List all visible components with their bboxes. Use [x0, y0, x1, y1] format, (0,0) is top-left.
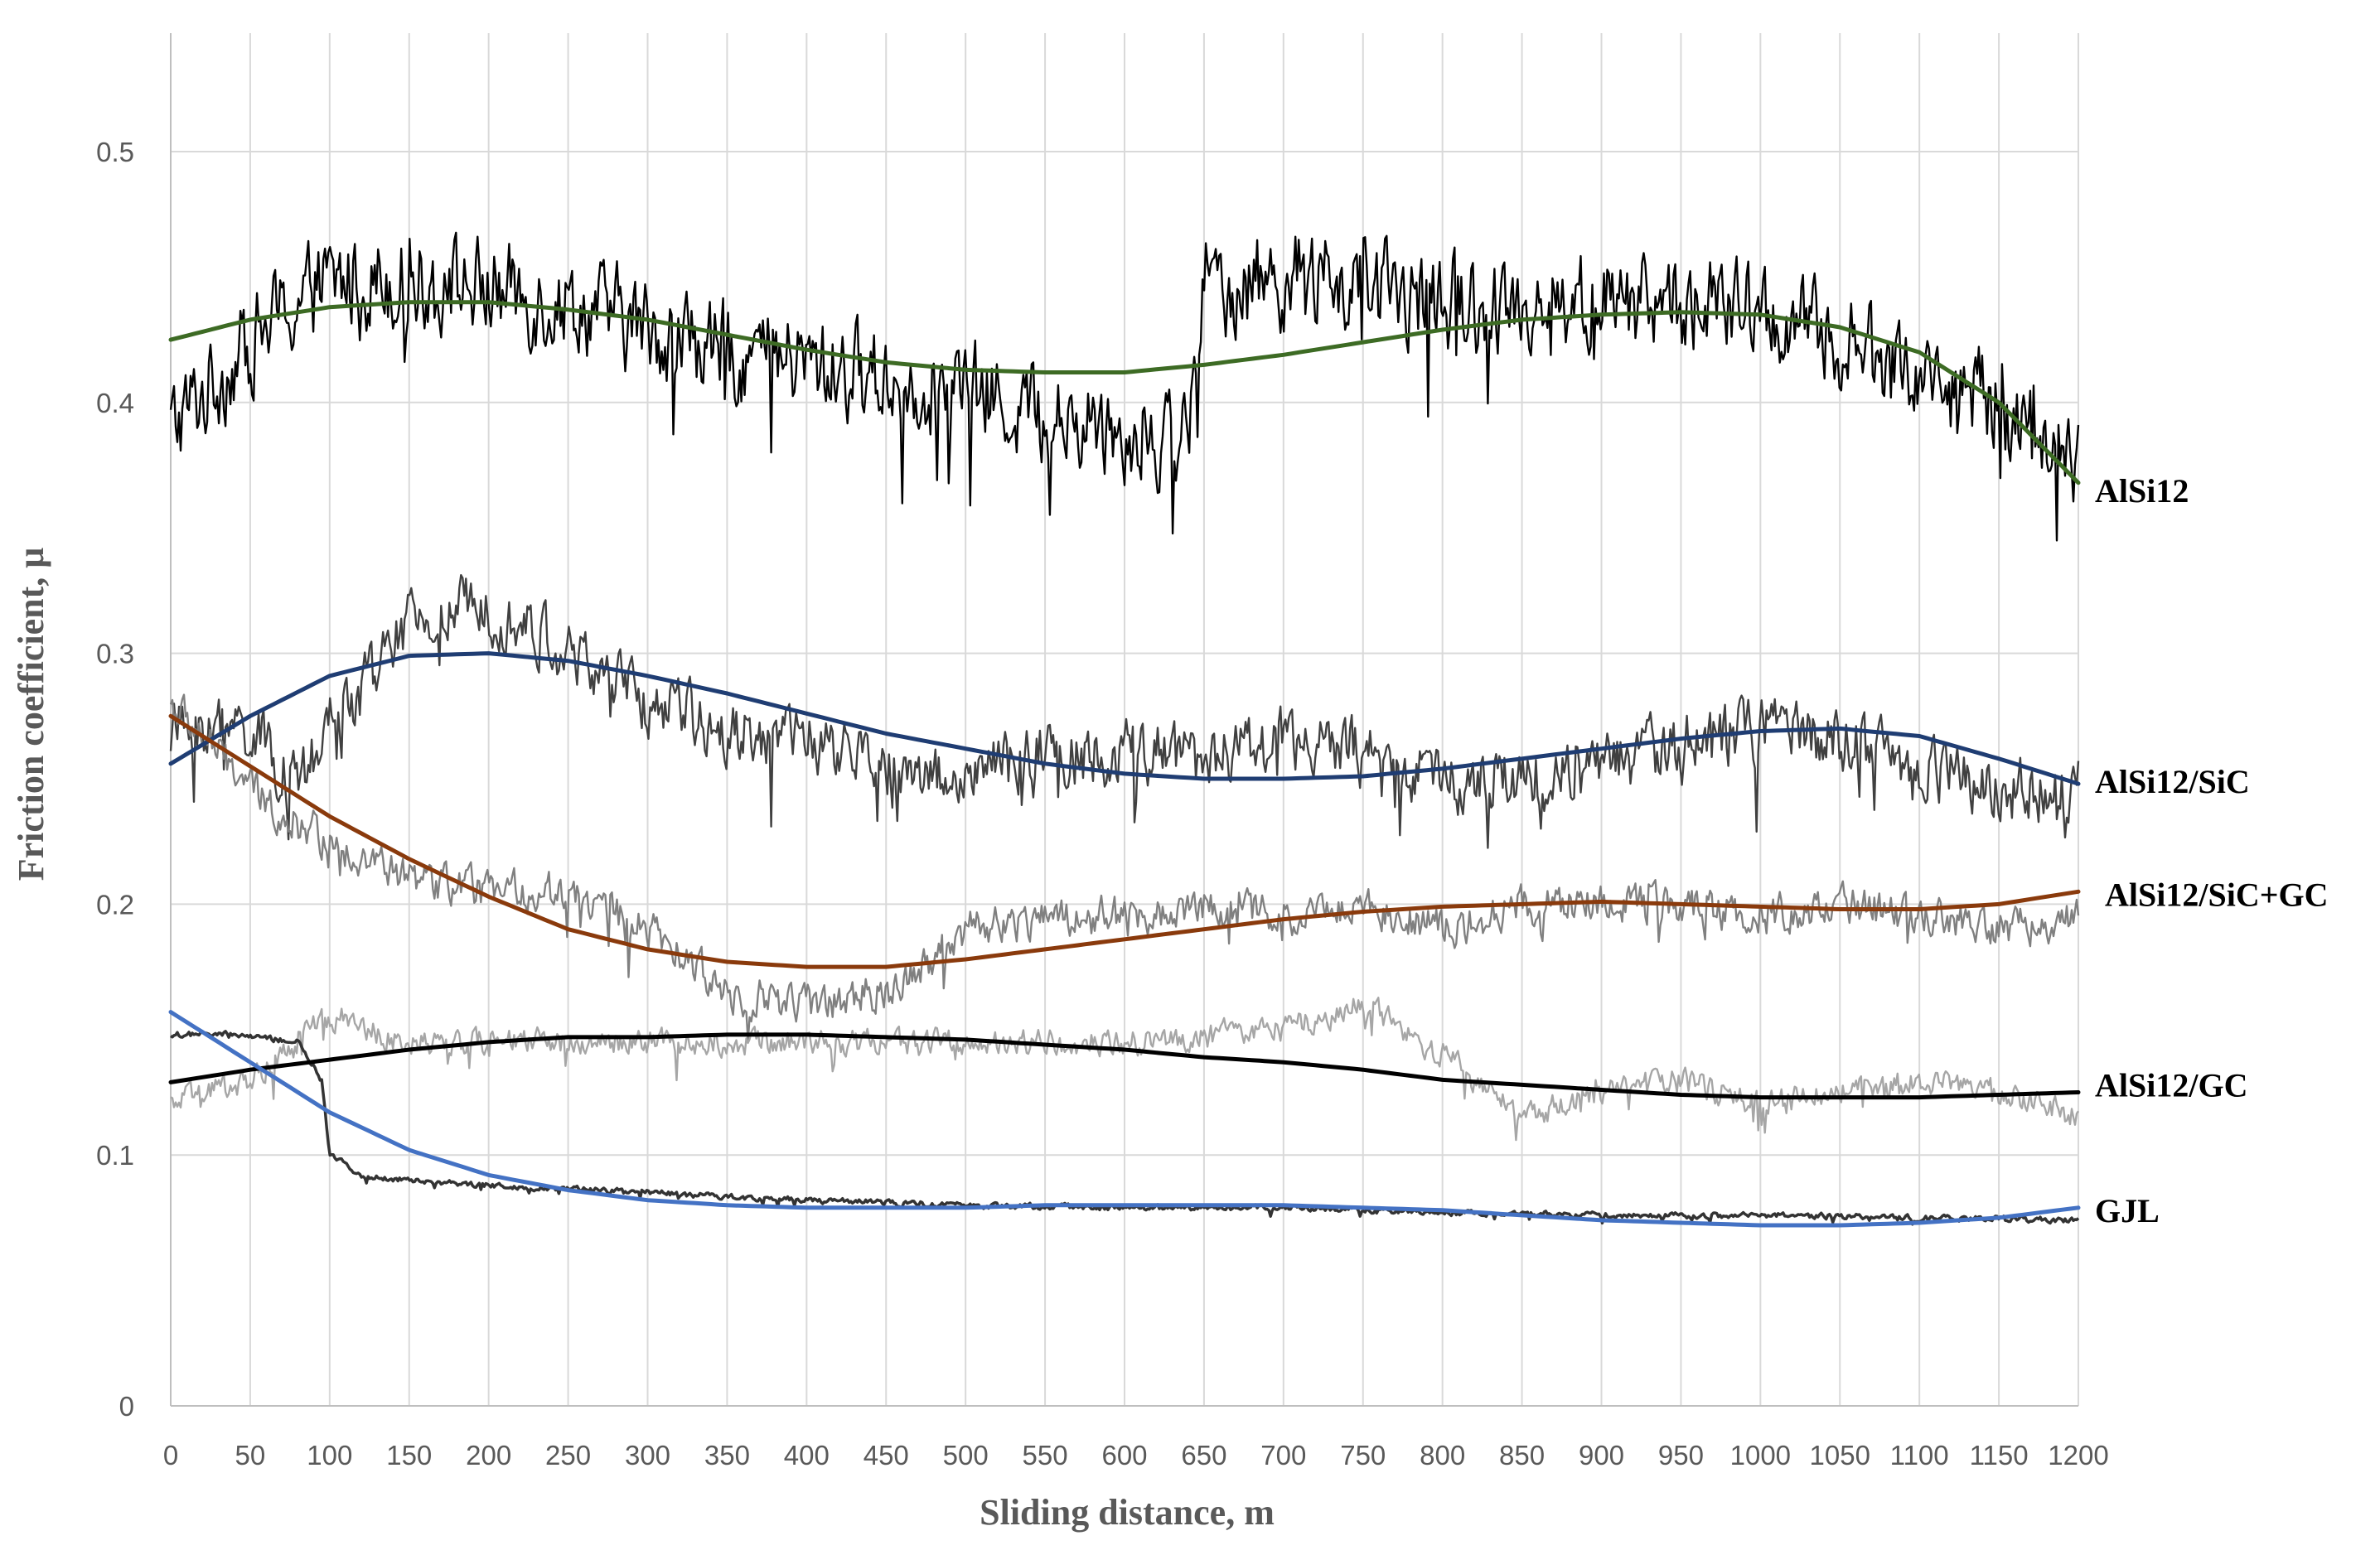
trend-line-alsi12	[168, 300, 2081, 485]
series-label-alsi12-gc: AlSi12/GC	[2095, 1066, 2247, 1103]
y-axis-title: Friction coefficient, μ	[11, 548, 51, 881]
raw-line-alsi12-sic	[169, 574, 2080, 849]
x-tick-label: 550	[1023, 1440, 1068, 1470]
x-tick-label: 600	[1101, 1440, 1147, 1470]
series-labels: AlSi12 AlSi12/SiC AlSi12/SiC+GC AlSi12/GC GJ…	[2095, 472, 2329, 1229]
trend-line-alsi12-gc	[168, 1032, 2081, 1100]
y-tick-label: 0.4	[96, 388, 134, 418]
x-tick-label: 1000	[1730, 1440, 1791, 1470]
tick-labels: 0 50 100 150 200 250 300 350 400 450 500 550 600 650 7…	[96, 137, 2109, 1470]
x-tick-label: 300	[625, 1440, 670, 1470]
trend-line-alsi12-sic	[168, 651, 2081, 786]
y-tick-label: 0.5	[96, 137, 134, 167]
raw-line-alsi12-gc	[170, 997, 2079, 1142]
x-tick-label: 650	[1181, 1440, 1226, 1470]
trend-line-alsi12-sic-gc	[168, 713, 2081, 969]
y-tick-label: 0.2	[96, 889, 134, 920]
x-tick-label: 150	[386, 1440, 432, 1470]
trend-line-gjl	[168, 1010, 2081, 1228]
x-tick-label: 0	[163, 1440, 178, 1470]
series-label-alsi12: AlSi12	[2095, 472, 2189, 509]
x-tick-label: 700	[1260, 1440, 1306, 1470]
trend-series-layer	[168, 300, 2081, 1228]
x-tick-label: 800	[1420, 1440, 1465, 1470]
x-tick-label: 450	[863, 1440, 909, 1470]
y-tick-label: 0.3	[96, 639, 134, 669]
y-tick-label: 0	[119, 1391, 134, 1422]
x-tick-label: 500	[943, 1440, 989, 1470]
x-tick-label: 50	[235, 1440, 266, 1470]
x-tick-label: 850	[1499, 1440, 1545, 1470]
series-label-gjl: GJL	[2095, 1192, 2160, 1229]
x-tick-label: 1150	[1970, 1440, 2029, 1470]
x-tick-label: 250	[545, 1440, 591, 1470]
x-tick-label: 1050	[1810, 1440, 1870, 1470]
x-tick-label: 200	[466, 1440, 511, 1470]
series-label-alsi12-sic: AlSi12/SiC	[2095, 763, 2250, 800]
x-axis-title: Sliding distance, m	[980, 1492, 1275, 1533]
x-tick-label: 950	[1658, 1440, 1704, 1470]
grid	[170, 33, 2079, 1407]
x-tick-label: 400	[784, 1440, 830, 1470]
y-tick-label: 0.1	[96, 1140, 134, 1171]
x-tick-label: 750	[1340, 1440, 1386, 1470]
x-tick-label: 1200	[2048, 1440, 2108, 1470]
x-tick-label: 1100	[1890, 1440, 1949, 1470]
x-tick-label: 350	[704, 1440, 750, 1470]
x-tick-label: 900	[1579, 1440, 1624, 1470]
x-tick-label: 100	[307, 1440, 352, 1470]
series-label-alsi12-sic-gc: AlSi12/SiC+GC	[2105, 876, 2329, 913]
